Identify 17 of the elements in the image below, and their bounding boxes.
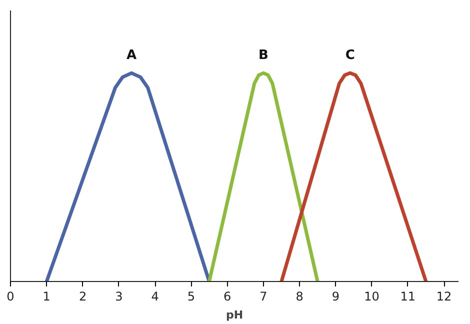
x-tick-label: 11: [400, 290, 416, 304]
x-tick-label: 9: [332, 290, 340, 304]
series-label: A: [126, 48, 137, 64]
x-tick-label: 6: [223, 290, 232, 304]
x-tick-label: 8: [296, 290, 304, 304]
x-tick-label: 3: [115, 290, 123, 304]
x-tick-label: 7: [260, 290, 268, 304]
x-tick-label: 12: [436, 290, 452, 304]
series-label: B: [258, 48, 268, 64]
x-tick-label: 2: [78, 290, 87, 304]
x-tick-label: 4: [151, 290, 159, 304]
x-tick-label: 5: [187, 290, 195, 304]
x-axis-title: pH: [226, 308, 244, 322]
x-tick-label: 1: [42, 290, 50, 304]
series-label: C: [345, 48, 355, 64]
x-tick-label: 10: [364, 290, 380, 304]
x-tick-label: 0: [6, 290, 14, 304]
